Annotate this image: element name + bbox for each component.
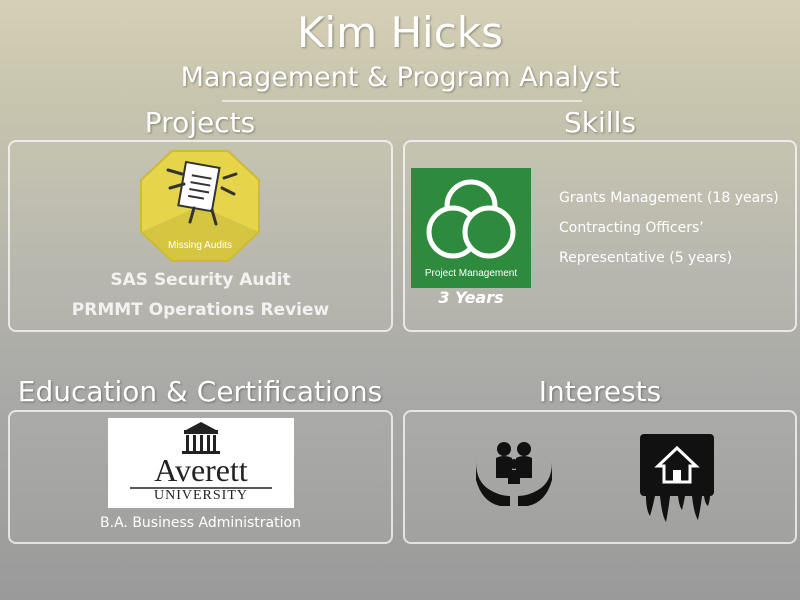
logo-word-averett: Averett xyxy=(154,452,248,488)
badge-label: Missing Audits xyxy=(168,240,232,251)
projects-heading: Projects xyxy=(144,106,256,139)
job-title: Management & Program Analyst xyxy=(180,62,620,93)
skill-item: Representative (5 years) xyxy=(559,250,733,266)
skill-item: Grants Management (18 years) xyxy=(559,190,779,206)
project-management-badge: Project Management xyxy=(411,168,531,288)
title-divider xyxy=(222,100,582,102)
project-item: SAS Security Audit xyxy=(110,270,291,290)
missing-audits-badge: Missing Audits xyxy=(138,148,262,264)
badge-label: Project Management xyxy=(424,268,518,279)
person-name: Kim Hicks xyxy=(296,8,504,57)
averett-university-logo: Averett UNIVERSITY xyxy=(108,418,294,508)
education-heading: Education & Certifications xyxy=(17,375,383,408)
logo-word-university: UNIVERSITY xyxy=(154,488,248,503)
family-care-icon xyxy=(472,440,556,506)
degree-text: B.A. Business Administration xyxy=(100,515,301,531)
interests-heading: Interests xyxy=(538,375,662,408)
project-item: PRMMT Operations Review xyxy=(71,300,330,320)
audit-document-icon xyxy=(140,150,260,262)
home-paint-icon xyxy=(638,432,716,526)
venn-circles-icon xyxy=(426,179,516,259)
skill-years: 3 Years xyxy=(438,288,504,307)
interests-panel xyxy=(403,410,797,544)
skills-heading: Skills xyxy=(564,106,636,139)
building-icon xyxy=(130,422,272,489)
skill-item: Contracting Officers’ xyxy=(559,220,704,236)
